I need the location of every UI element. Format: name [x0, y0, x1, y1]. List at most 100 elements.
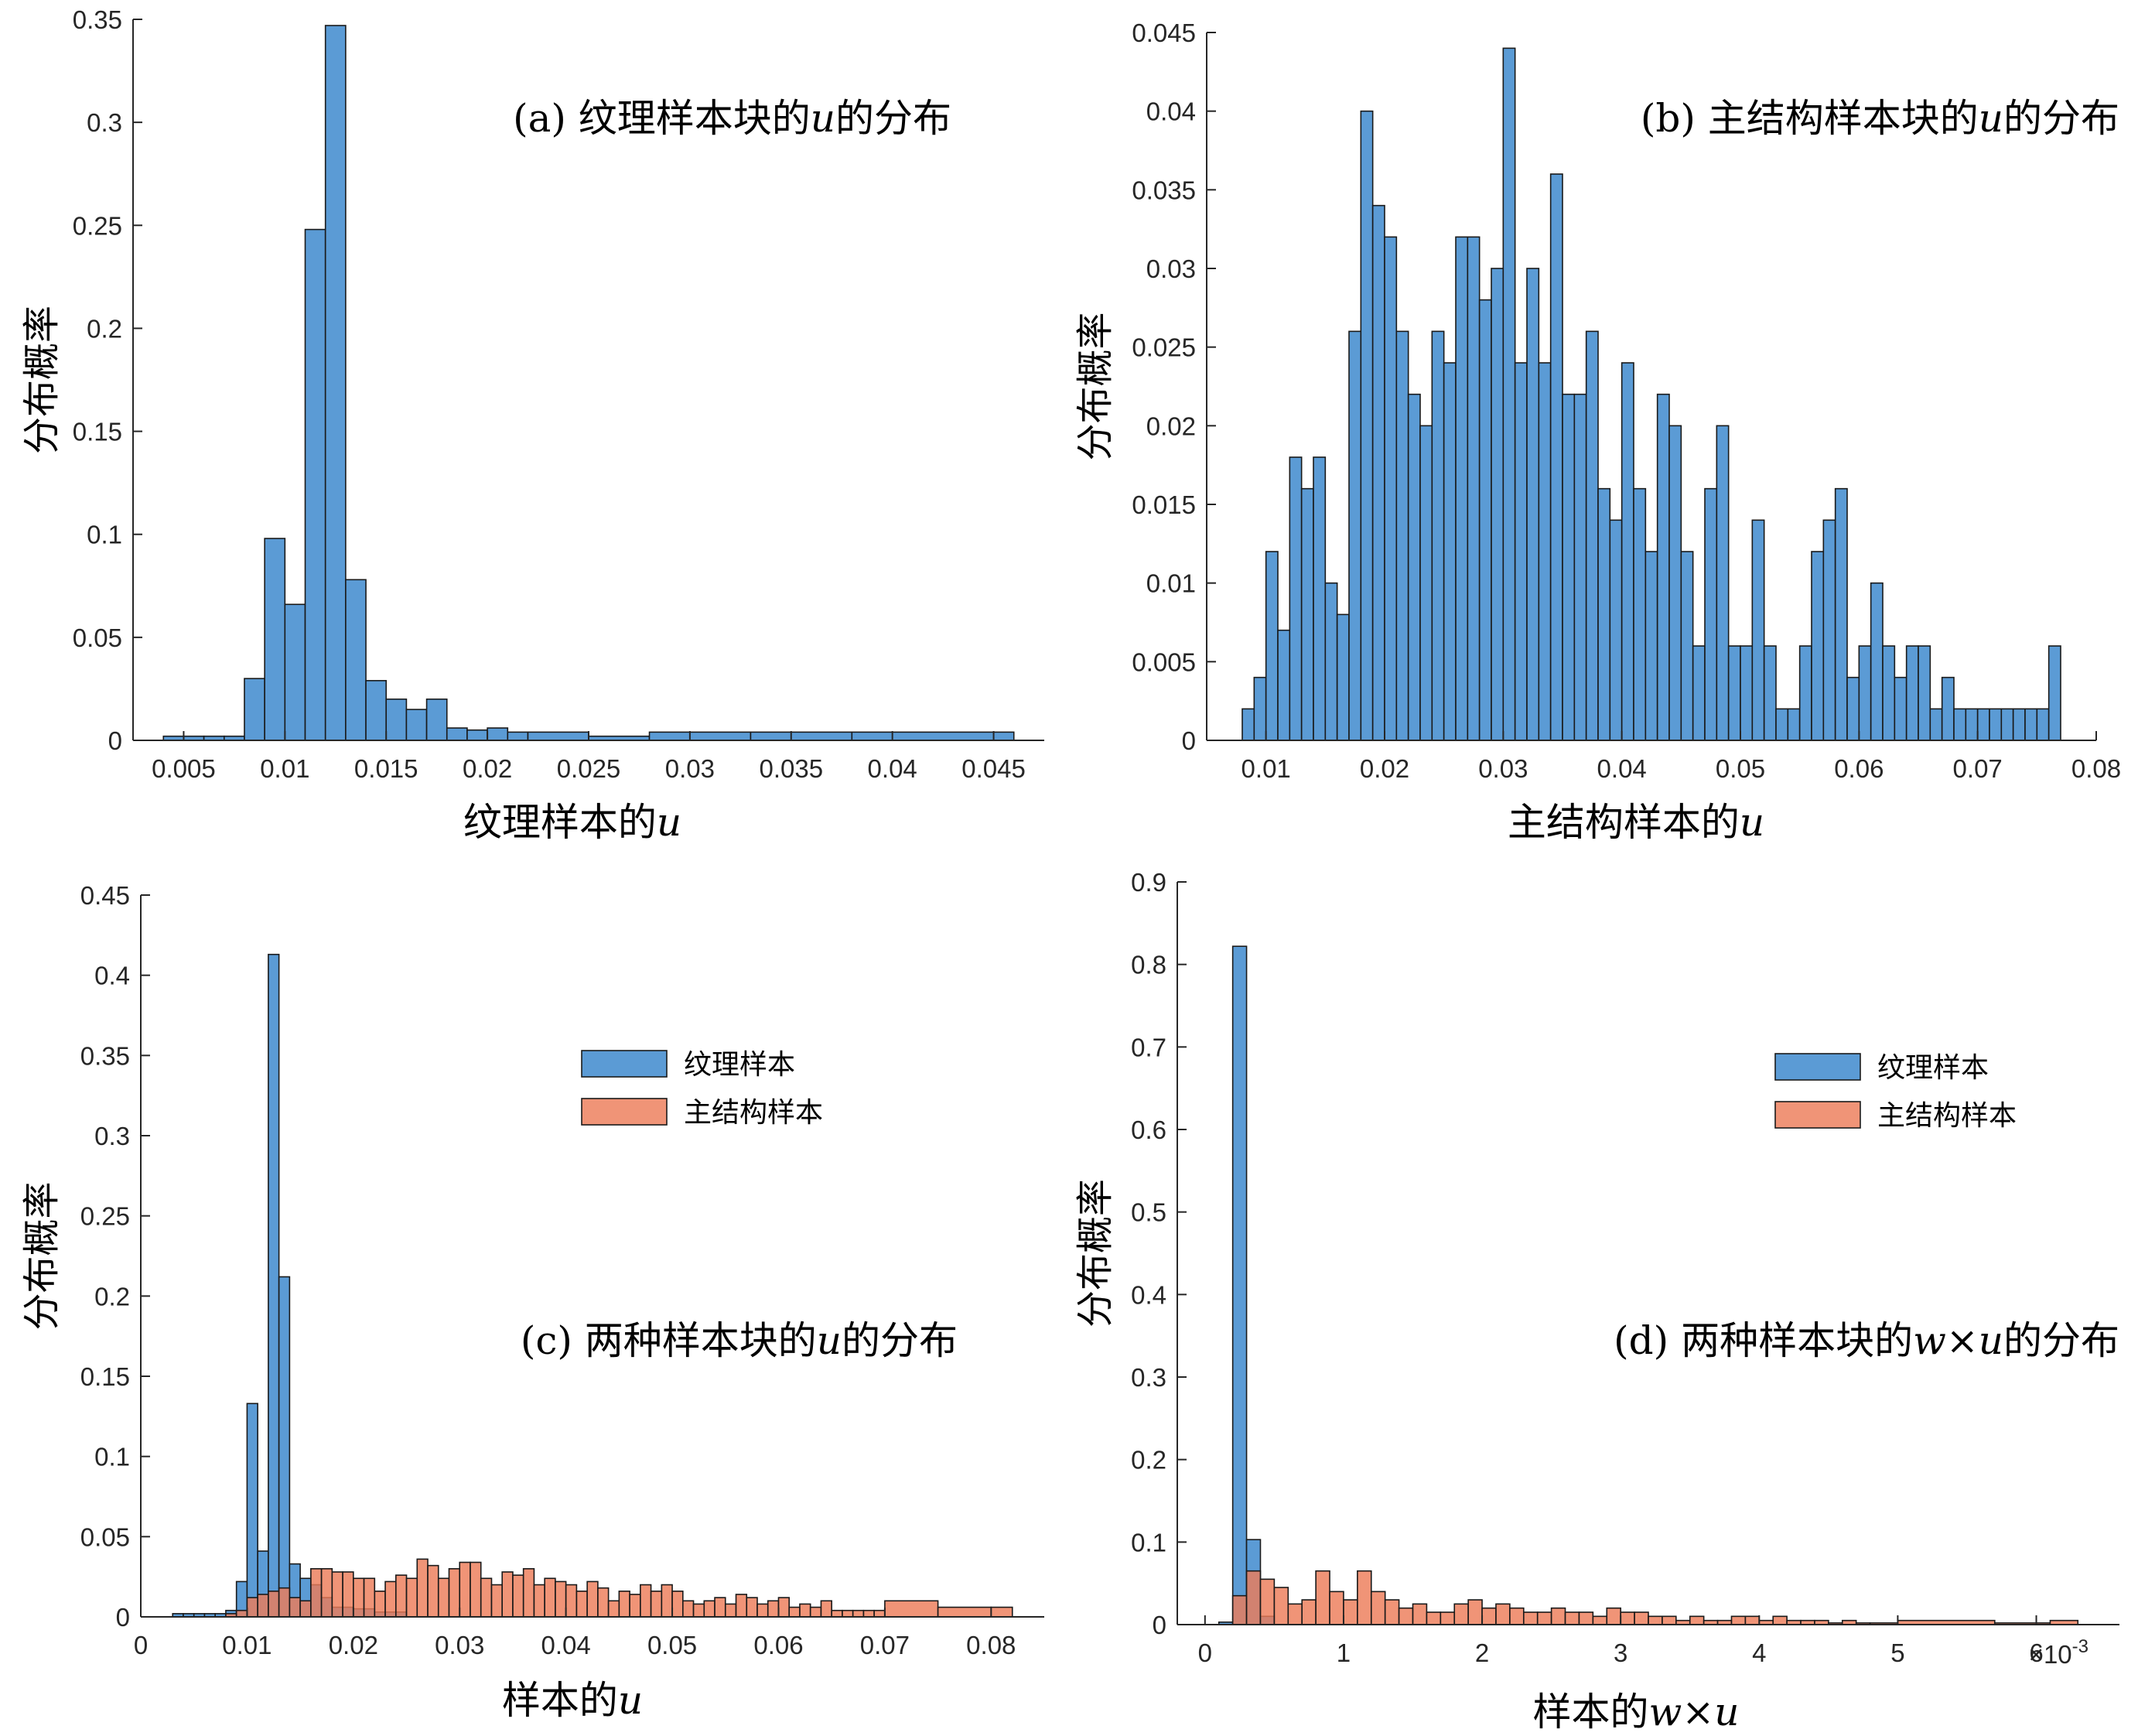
histogram-bar — [1491, 268, 1504, 741]
histogram-bar — [1870, 582, 1884, 741]
histogram-bar — [1384, 236, 1398, 741]
histogram-bar — [1822, 519, 1836, 741]
x-tick-label: 0.01 — [1241, 754, 1291, 783]
y-tick-label: 0.35 — [80, 1041, 130, 1070]
histogram-bar — [640, 1584, 652, 1618]
x-tick-label: 0.015 — [354, 754, 418, 783]
histogram-bar — [1395, 330, 1409, 741]
histogram-bar — [1620, 1611, 1635, 1625]
y-tick-label: 0.45 — [80, 881, 130, 910]
histogram-bar — [1536, 1611, 1552, 1625]
legend-swatch — [581, 1050, 668, 1078]
x-tick-label: 3 — [1614, 1639, 1627, 1667]
histogram-bar — [586, 1581, 599, 1618]
panel-caption: (d) 两种样本块的w×u的分布 — [1614, 1318, 2119, 1363]
histogram-bar — [851, 731, 1015, 741]
histogram-bar — [1740, 645, 1754, 741]
y-tick-label: 0.2 — [87, 314, 122, 343]
histogram-bar — [1976, 708, 1990, 741]
x-tick-label: 0.07 — [860, 1631, 910, 1659]
x-axis-label: 样本的u — [502, 1678, 643, 1723]
histogram-bar — [1689, 1615, 1705, 1625]
y-tick-label: 0.1 — [87, 521, 122, 549]
histogram-bar — [1668, 425, 1682, 741]
histogram-bar — [1562, 393, 1576, 741]
x-tick-label: 0.05 — [1716, 754, 1765, 783]
histogram-bar — [365, 679, 388, 741]
legend-item-texture: 纹理样本 — [1774, 1052, 1989, 1084]
chart-panel-c: 0 0.01 0.02 0.03 0.04 0.05 0.06 0.07 0.08 0 0.05 0.… — [20, 881, 1044, 1723]
histogram-bar — [1231, 1594, 1248, 1625]
histogram-bar — [1858, 645, 1872, 741]
histogram-bar — [648, 731, 752, 741]
histogram-bar — [1313, 456, 1327, 741]
histogram-bar — [384, 1581, 397, 1618]
histogram-bar — [1289, 456, 1303, 741]
histogram-bar — [1656, 393, 1670, 741]
histogram-bar — [618, 1591, 630, 1618]
panel-caption: (b) 主结构样本块的u的分布 — [1641, 96, 2119, 141]
histogram-bar — [235, 1609, 248, 1618]
y-tick-label: 0 — [1153, 1611, 1166, 1639]
histogram-bar — [650, 1591, 663, 1618]
histogram-bar — [416, 1558, 429, 1618]
histogram-bar — [724, 1603, 737, 1618]
histogram-bar — [320, 1568, 333, 1618]
histogram-bar — [1538, 362, 1552, 741]
y-tick-label: 0 — [1182, 726, 1196, 755]
histogram-bar — [1644, 551, 1658, 741]
histogram-bar — [268, 953, 280, 1618]
histogram-bar — [1918, 645, 1931, 741]
histogram-bar — [788, 1606, 801, 1618]
x-exponent-label: ×10-3 — [2029, 1636, 2088, 1669]
histogram-bar — [1633, 487, 1647, 741]
x-tick-label: 0 — [134, 1631, 148, 1659]
x-tick-label: 0.045 — [961, 754, 1026, 783]
legend-label: 纹理样本 — [1877, 1052, 1989, 1084]
histogram-bar — [661, 1584, 673, 1618]
legend-swatch — [1774, 1101, 1861, 1129]
histogram-bar — [480, 1577, 493, 1618]
legend-label: 主结构样本 — [1877, 1100, 2017, 1132]
y-axis-label: 分布概率 — [20, 306, 63, 454]
y-tick-label: 0.7 — [1131, 1033, 1166, 1061]
x-axis-label: 纹理样本的u — [463, 800, 681, 845]
series-structure — [225, 1558, 1013, 1618]
y-tick-label: 0.3 — [87, 108, 122, 137]
legend-item-structure: 主结构样本 — [581, 1097, 823, 1129]
histogram-bar — [1467, 1599, 1483, 1625]
histogram-bar — [681, 1600, 695, 1618]
x-axis-label: 主结构样本的u — [1508, 800, 1764, 845]
histogram-bar — [244, 678, 265, 741]
legend-item-structure: 主结构样本 — [1774, 1100, 2017, 1132]
histogram-bar — [427, 1564, 439, 1618]
histogram-bar — [1882, 645, 1896, 741]
histogram-bar — [2047, 645, 2061, 741]
chart-panel-a: 0.005 0.01 0.015 0.02 0.025 0.03 0.035 0.04 0.04… — [20, 5, 1044, 845]
histogram-bar — [597, 1587, 610, 1618]
legend-label: 主结构样本 — [684, 1097, 823, 1129]
histogram-bar — [1514, 362, 1528, 741]
y-tick-label: 0.1 — [94, 1443, 130, 1471]
x-tick-label: 0.03 — [1478, 754, 1528, 783]
histogram-bar — [799, 1603, 811, 1618]
y-tick-label: 0.05 — [80, 1522, 130, 1551]
histogram-bar — [1453, 1603, 1469, 1625]
series-texture — [172, 953, 408, 1618]
y-tick-label: 0.025 — [1132, 333, 1196, 362]
histogram-bar — [405, 1577, 418, 1618]
histogram-bar — [289, 1597, 301, 1618]
histogram-bar — [1704, 487, 1718, 741]
histogram-bar — [862, 1609, 875, 1618]
y-tick-label: 0.15 — [80, 1362, 130, 1391]
y-tick-label: 0 — [116, 1603, 130, 1632]
histogram-bar — [345, 579, 367, 741]
histogram-bar — [1941, 676, 1955, 741]
histogram-bar — [1440, 1611, 1456, 1625]
y-tick-label: 0.2 — [1131, 1446, 1166, 1475]
histogram-bar — [1727, 645, 1741, 741]
histogram-bar — [714, 1597, 726, 1618]
y-tick-label: 0.4 — [94, 962, 130, 990]
x-tick-label: 2 — [1475, 1639, 1489, 1667]
